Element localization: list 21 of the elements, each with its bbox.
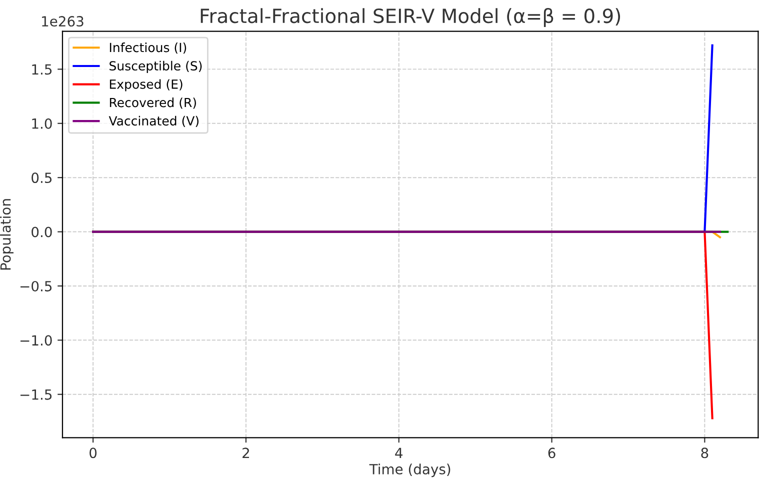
legend-label: Exposed (E): [110, 79, 182, 92]
x-axis-title: Time (days): [369, 464, 450, 478]
legend-label: Infectious (I): [110, 42, 186, 54]
y-tick-label: 1.0: [32, 118, 52, 129]
x-tick-label: 6: [548, 448, 556, 458]
y-tick-label: −1.0: [20, 335, 52, 346]
y-tick-label: 0.0: [32, 226, 52, 238]
legend-label: Recovered (R): [110, 98, 196, 109]
y-tick-label: 0.5: [32, 172, 52, 184]
legend-label: Susceptible (S): [110, 60, 202, 73]
x-tick-label: 2: [242, 448, 249, 458]
y-tick-label: 1.5: [32, 64, 52, 75]
chart-title: Fractal-Fractional SEIR-V Model (α=β = 0.9): [200, 8, 620, 27]
legend-label: Vaccinated (V): [108, 116, 199, 128]
y-tick-label: −0.5: [20, 280, 52, 292]
text: 1e263: [42, 16, 84, 27]
x-tick-label: 0: [90, 448, 97, 458]
y-tick-label: −1.5: [20, 390, 52, 400]
x-tick-label: 4: [395, 448, 403, 458]
x-tick-label: 8: [701, 448, 708, 458]
y-axis-title: Population: [0, 199, 14, 270]
